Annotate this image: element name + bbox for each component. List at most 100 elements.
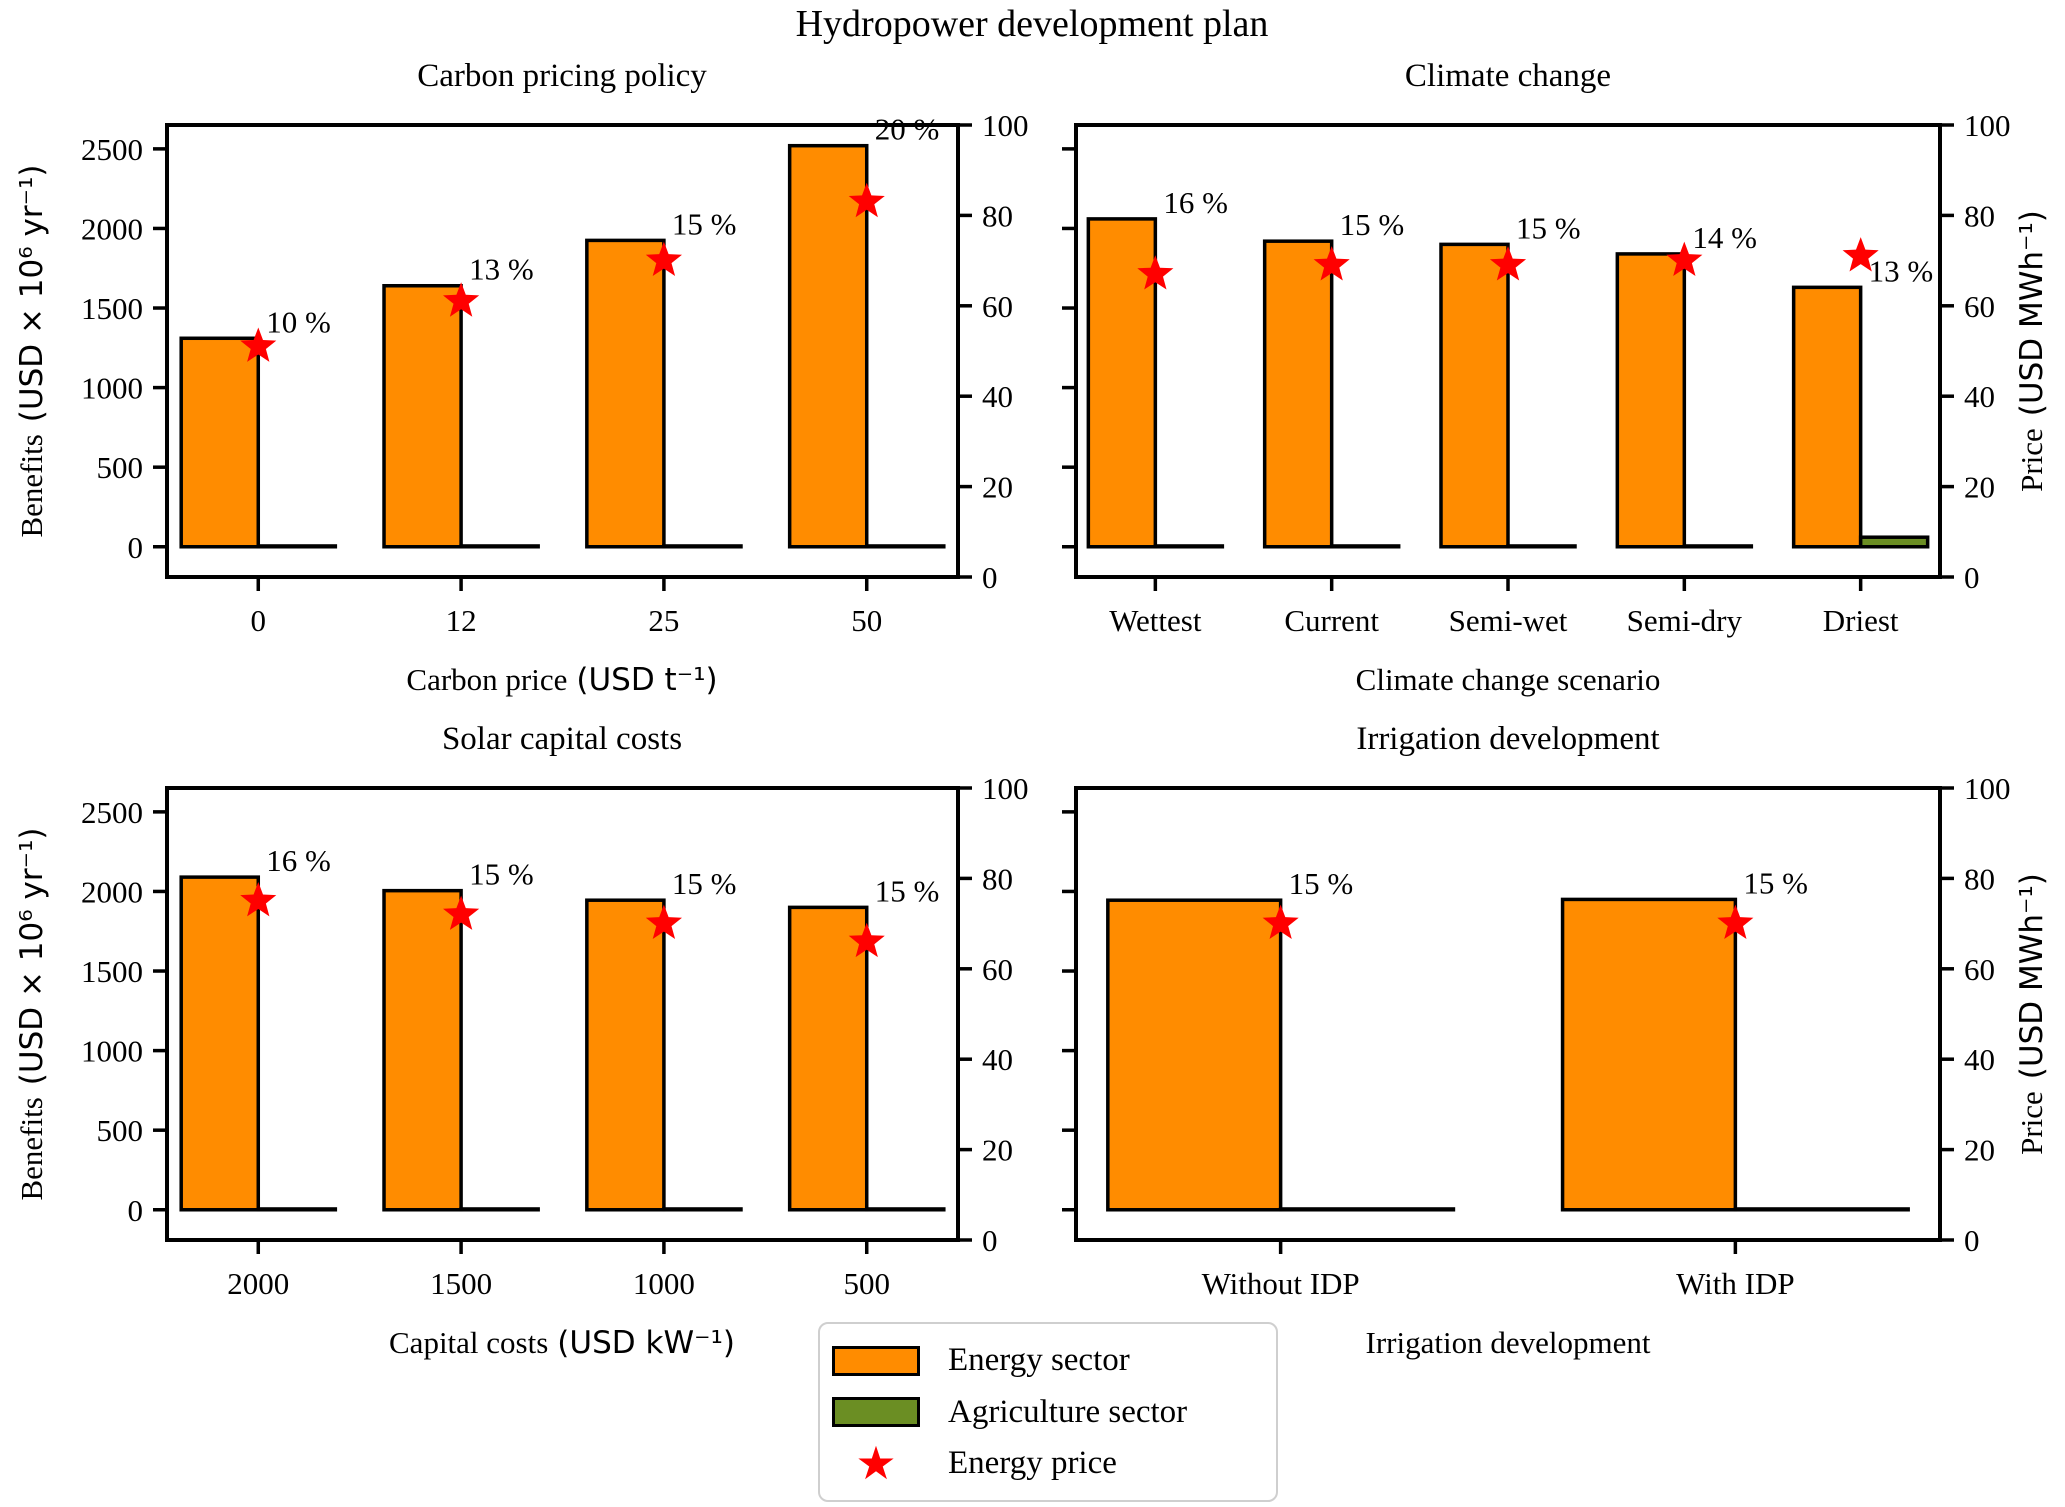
y-tick-label-right: 100 bbox=[982, 108, 1029, 143]
pct-label: 14 % bbox=[1692, 220, 1757, 255]
xaxis-label-carbon: Carbon price (USD t⁻¹) bbox=[406, 662, 717, 698]
pct-label: 15 % bbox=[1743, 865, 1808, 900]
pct-label: 15 % bbox=[1289, 866, 1354, 901]
y-tick-label-right: 80 bbox=[982, 198, 1013, 233]
price-star bbox=[1666, 241, 1703, 276]
benefits-word: Benefits bbox=[14, 1097, 49, 1201]
legend-label: Agriculture sector bbox=[948, 1393, 1188, 1430]
y-tick-label-right: 20 bbox=[982, 470, 1013, 505]
benefits-unit: (USD × 10⁶ yr⁻¹) bbox=[14, 827, 50, 1086]
y-tick-label-left: 0 bbox=[128, 530, 144, 565]
pct-label: 10 % bbox=[266, 304, 331, 339]
plot-frame-climate bbox=[1074, 123, 1942, 579]
y-tick-label-right: 80 bbox=[982, 861, 1013, 896]
energy-bar bbox=[179, 336, 261, 549]
yaxis-label-benefits-top: Benefits (USD × 10⁶ yr⁻¹) bbox=[14, 164, 50, 537]
xaxis-label-climate: Climate change scenario bbox=[1356, 662, 1661, 698]
energy-bar bbox=[382, 283, 463, 549]
y-tick-label-right: 60 bbox=[1964, 952, 1995, 987]
energy-bar bbox=[1439, 242, 1510, 549]
agriculture-bar bbox=[1682, 544, 1754, 549]
agriculture-bar bbox=[1506, 544, 1577, 549]
price-star bbox=[1717, 904, 1754, 939]
pct-label: 15 % bbox=[875, 873, 940, 908]
subplot-title-carbon: Carbon pricing policy bbox=[417, 58, 707, 94]
x-tick-label: Semi-dry bbox=[1627, 603, 1743, 638]
pct-label: 16 % bbox=[266, 843, 331, 878]
agriculture-bar bbox=[864, 544, 946, 549]
x-tick-label: 0 bbox=[251, 603, 267, 638]
legend-item-price: ★ Energy price bbox=[832, 1440, 1276, 1486]
y-tick-label-right: 100 bbox=[1964, 108, 2011, 143]
price-star bbox=[1137, 255, 1174, 290]
xaxis-label-solar-text: Capital costs bbox=[389, 1325, 549, 1360]
price-star bbox=[1489, 246, 1527, 281]
energy-bar bbox=[1262, 239, 1334, 549]
y-tick-label-left: 2500 bbox=[81, 132, 143, 167]
xaxis-label-climate-text: Climate change scenario bbox=[1355, 662, 1661, 697]
legend-label: Energy price bbox=[948, 1444, 1117, 1481]
yaxis-label-price-top: Price (USD MWh⁻¹) bbox=[2014, 210, 2050, 492]
agriculture-bar bbox=[1858, 535, 1930, 549]
price-star bbox=[1313, 246, 1350, 281]
legend-item-energy: Energy sector bbox=[832, 1342, 1276, 1379]
energy-bar bbox=[1560, 897, 1738, 1212]
agriculture-bar bbox=[864, 1207, 946, 1212]
pct-label: 20 % bbox=[875, 112, 940, 147]
xaxis-label-irrigation: Irrigation development bbox=[1366, 1325, 1651, 1361]
subplot-title-climate: Climate change bbox=[1404, 58, 1612, 94]
subplot-title-solar: Solar capital costs bbox=[441, 721, 683, 757]
x-tick-label: Driest bbox=[1823, 603, 1899, 638]
plot-frame-irrigation bbox=[1074, 786, 1942, 1242]
figure-title: Hydropower development plan bbox=[795, 3, 1269, 45]
price-star bbox=[848, 922, 885, 958]
xaxis-label-carbon-text: Carbon price bbox=[406, 662, 568, 697]
price-star bbox=[645, 904, 682, 939]
agriculture-bar bbox=[1153, 544, 1225, 549]
x-tick-label: 1500 bbox=[430, 1266, 492, 1301]
energy-bar bbox=[787, 143, 869, 549]
agriculture-bar bbox=[1278, 1207, 1456, 1212]
pct-label: 15 % bbox=[1340, 207, 1405, 242]
y-tick-label-right: 20 bbox=[1964, 470, 1995, 505]
y-tick-label-right: 60 bbox=[982, 289, 1013, 324]
plot-frame-carbon bbox=[165, 123, 960, 579]
yaxis-label-benefits-bottom: Benefits (USD × 10⁶ yr⁻¹) bbox=[14, 827, 50, 1200]
price-star bbox=[443, 282, 480, 317]
agriculture-bar bbox=[459, 544, 540, 549]
y-tick-label-right: 100 bbox=[1964, 771, 2011, 806]
energy-bar bbox=[179, 875, 261, 1212]
x-tick-label: Semi-wet bbox=[1449, 603, 1568, 638]
yaxis-label-price-bottom: Price (USD MWh⁻¹) bbox=[2014, 873, 2050, 1155]
price-star bbox=[848, 182, 885, 218]
pct-label: 16 % bbox=[1163, 185, 1228, 220]
energy-bar bbox=[1106, 898, 1283, 1212]
agriculture-bar bbox=[1733, 1207, 1910, 1212]
legend: Energy sector Agriculture sector ★ Energ… bbox=[818, 1322, 1278, 1502]
y-tick-label-left: 1500 bbox=[81, 291, 143, 326]
y-tick-label-right: 0 bbox=[982, 560, 998, 595]
x-tick-label: Current bbox=[1284, 603, 1379, 638]
price-unit: (USD MWh⁻¹) bbox=[2014, 210, 2050, 417]
price-star bbox=[240, 882, 277, 917]
pct-label: 15 % bbox=[1516, 210, 1581, 245]
price-star bbox=[1262, 904, 1299, 939]
pct-label: 15 % bbox=[469, 857, 534, 892]
y-tick-label-right: 60 bbox=[1964, 289, 1995, 324]
y-tick-label-left: 1500 bbox=[81, 954, 143, 989]
x-tick-label: 25 bbox=[648, 603, 679, 638]
x-tick-label: Wettest bbox=[1109, 603, 1202, 638]
y-tick-label-right: 20 bbox=[982, 1133, 1013, 1168]
pct-label: 15 % bbox=[672, 206, 737, 241]
y-tick-label-right: 40 bbox=[1964, 1042, 1995, 1077]
x-tick-label: 12 bbox=[446, 603, 477, 638]
y-tick-label-left: 2000 bbox=[81, 874, 143, 909]
x-tick-label: 50 bbox=[851, 603, 882, 638]
xaxis-label-solar: Capital costs (USD kW⁻¹) bbox=[389, 1325, 735, 1361]
x-tick-label: Without IDP bbox=[1202, 1266, 1360, 1301]
energy-bar bbox=[585, 238, 666, 549]
y-tick-label-right: 40 bbox=[1964, 379, 1995, 414]
y-tick-label-right: 60 bbox=[982, 952, 1013, 987]
agriculture-bar bbox=[256, 1207, 338, 1212]
